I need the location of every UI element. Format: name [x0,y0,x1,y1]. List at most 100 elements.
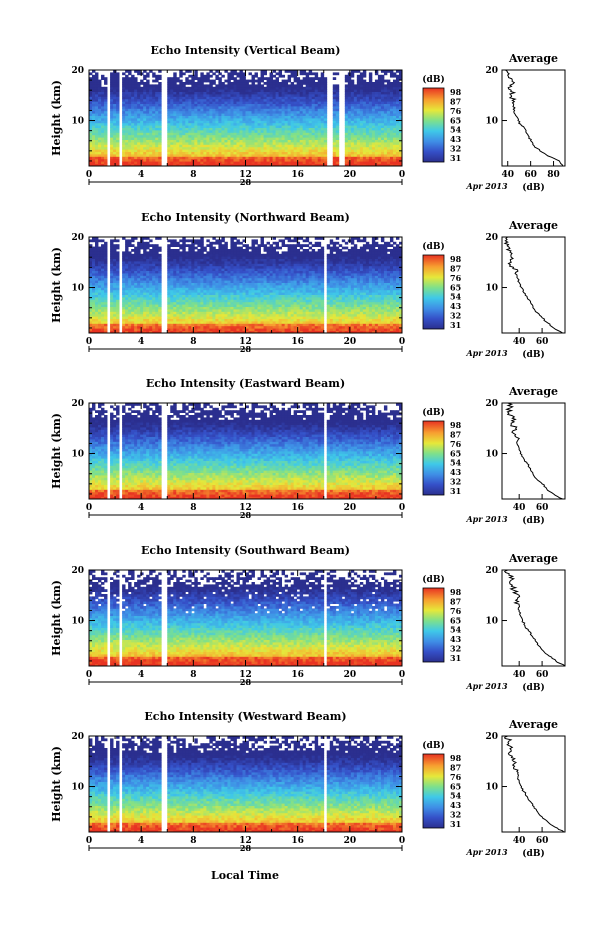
heatmap-cell [368,96,373,100]
heatmap-cell [200,82,204,85]
heatmap-cell [194,108,198,112]
heatmap-cell [155,84,159,88]
heatmap-cell [344,134,349,138]
heatmap-cell [170,321,174,324]
heatmap-cell [143,292,147,295]
heatmap-cell [152,289,156,293]
heatmap-cell [167,287,171,291]
heatmap-cell [383,132,388,136]
heatmap-cell [170,110,174,114]
heatmap-cell [203,84,207,88]
heatmap-cell [170,82,174,85]
heatmap-cell [122,268,126,271]
heatmap-cell [257,82,261,85]
heatmap-cell [167,154,171,157]
heatmap-cell [173,74,177,78]
heatmap-cell [185,287,189,291]
heatmap-cell [260,106,264,109]
heatmap-cell [374,163,379,167]
heatmap-cell [152,253,156,257]
heatmap-cell [194,318,198,322]
heatmap-cell [98,275,102,279]
heatmap-cell [386,122,391,126]
heatmap-cell [281,103,286,107]
heatmap-cell [137,118,141,121]
heatmap-cell [128,289,132,293]
heatmap-cell [398,144,403,148]
heatmap-cell [122,72,126,76]
heatmap-cell [167,139,171,143]
heatmap-cell [158,103,162,107]
heatmap-cell [134,163,138,167]
heatmap-cell [137,94,141,97]
heatmap-cell [275,122,280,126]
heatmap-cell [191,132,195,136]
heatmap-cell [242,158,246,162]
heatmap-cell [116,158,120,162]
heatmap-cell [305,149,310,152]
heatmap-cell [179,70,183,73]
heatmap-cell [362,158,367,162]
heatmap-cell [227,158,231,162]
heatmap-cell [158,328,162,331]
heatmap-cell [173,96,177,100]
heatmap-cell [371,134,376,138]
heatmap-cell [389,127,394,131]
heatmap-cell [218,115,222,119]
heatmap-cell [359,79,364,83]
heatmap-cell [209,70,213,73]
heatmap-cell [158,134,162,138]
heatmap-cell [179,277,183,281]
heatmap-cell [122,251,126,255]
x-tick-label: 12 [239,170,252,180]
heatmap-cell [116,256,120,259]
heatmap-cell [173,301,177,305]
heatmap-cell [131,149,135,152]
heatmap-cell [188,299,192,303]
heatmap-cell [95,309,99,312]
heatmap-cell [146,273,150,276]
heatmap-cell [398,163,403,167]
heatmap-cell [134,127,138,131]
heatmap-cell [278,144,283,148]
heatmap-cell [356,134,361,138]
heatmap-cell [122,321,126,324]
heatmap-cell [233,130,237,133]
heatmap-cell [137,103,141,107]
heatmap-cell [323,146,328,150]
heatmap-cell [101,91,105,95]
heatmap-cell [134,261,138,264]
heatmap-cell [320,84,325,88]
heatmap-cell [398,91,403,95]
heatmap-cell [209,156,213,160]
heatmap-cell [320,113,325,116]
heatmap-cell [278,122,283,126]
heatmap-cell [266,161,270,164]
heatmap-cell [182,321,186,324]
heatmap-cell [116,270,120,274]
heatmap-cell [218,156,222,160]
heatmap-cell [125,120,129,124]
heatmap-cell [185,299,189,303]
heatmap-cell [218,108,222,112]
heatmap-cell [242,94,246,97]
heatmap-cell [209,130,213,133]
heatmap-cell [281,115,286,119]
heatmap-cell [125,273,129,276]
heatmap-cell [149,301,153,305]
heatmap-cell [89,313,93,317]
heatmap-cell [356,94,361,97]
heatmap-cell [287,115,292,119]
heatmap-cell [143,237,147,240]
heatmap-cell [251,77,255,80]
heatmap-cell [317,84,322,88]
heatmap-cell [395,98,400,102]
heatmap-cell [152,132,156,136]
heatmap-cell [131,118,135,121]
heatmap-cell [143,270,147,274]
heatmap-cell [143,268,147,271]
heatmap-cell [395,161,400,164]
heatmap-cell [194,118,198,121]
heatmap-cell [137,330,141,334]
heatmap-cell [134,275,138,279]
